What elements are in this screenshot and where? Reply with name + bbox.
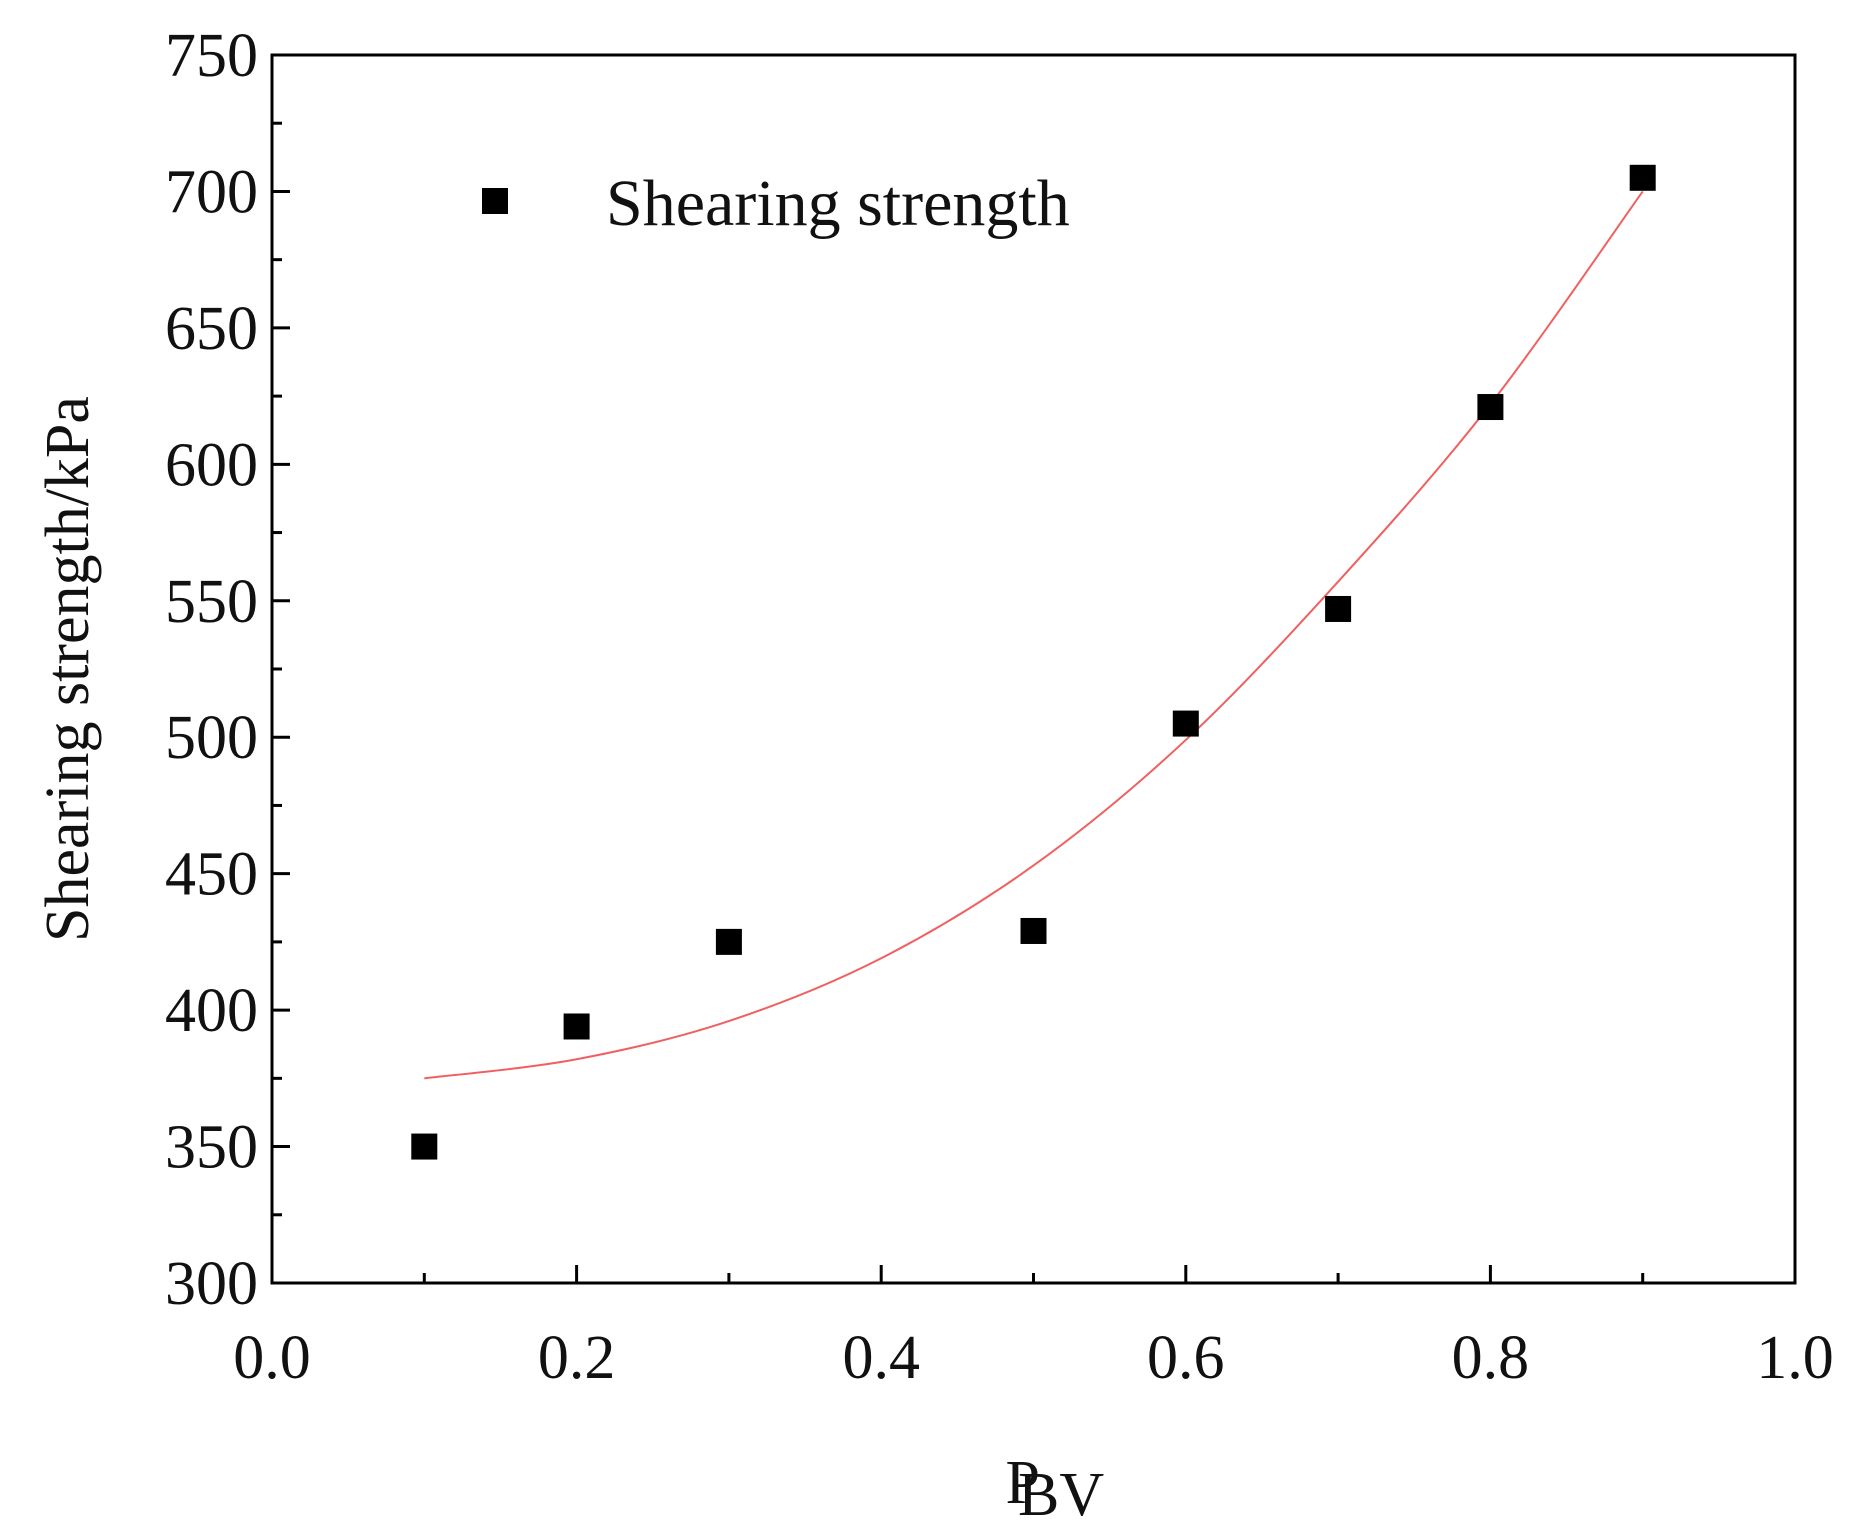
x-tick-label: 0.0	[233, 1324, 311, 1392]
fit-line	[424, 190, 1644, 1080]
x-axis-title: P	[1006, 1449, 1040, 1517]
x-tick-label: 0.8	[1452, 1324, 1530, 1392]
data-point	[715, 928, 742, 955]
y-tick-label: 300	[165, 1250, 258, 1318]
data-point	[1629, 164, 1656, 191]
x-tick-label: 0.4	[842, 1324, 920, 1392]
y-tick-label: 700	[165, 158, 258, 226]
data-points	[411, 164, 1656, 1160]
y-tick-label: 350	[165, 1114, 258, 1182]
x-axis-ticks	[270, 1265, 1797, 1283]
y-tick-label: 400	[165, 977, 258, 1045]
y-tick-label: 650	[165, 295, 258, 363]
data-point	[411, 1133, 438, 1160]
data-point	[1325, 595, 1352, 622]
y-tick-label: 500	[165, 704, 258, 772]
legend: Shearing strength	[482, 167, 1070, 240]
y-axis-title: Shearing strength/kPa	[34, 396, 102, 942]
x-tick-label: 0.6	[1147, 1324, 1225, 1392]
x-tick-label: 0.2	[538, 1324, 616, 1392]
y-tick-label: 450	[165, 841, 258, 909]
data-point	[1477, 394, 1504, 421]
y-tick-label: 600	[165, 431, 258, 499]
data-point	[563, 1013, 590, 1040]
y-tick-label: 750	[165, 22, 258, 90]
data-point	[1172, 710, 1199, 737]
data-point	[1020, 917, 1047, 944]
legend-label: Shearing strength	[606, 167, 1070, 240]
x-axis-title-subscript: BV	[1018, 1461, 1104, 1525]
fit-line-group	[424, 190, 1644, 1080]
x-tick-label: 1.0	[1756, 1324, 1834, 1392]
y-axis-tick-labels: 300 350 400 450 500 550 600 650 700 750	[165, 22, 258, 1318]
y-tick-label: 550	[165, 568, 258, 636]
x-axis-tick-labels: 0.0 0.2 0.4 0.6 0.8 1.0	[233, 1324, 1834, 1392]
legend-marker	[482, 188, 508, 214]
y-axis-ticks	[272, 53, 290, 1285]
